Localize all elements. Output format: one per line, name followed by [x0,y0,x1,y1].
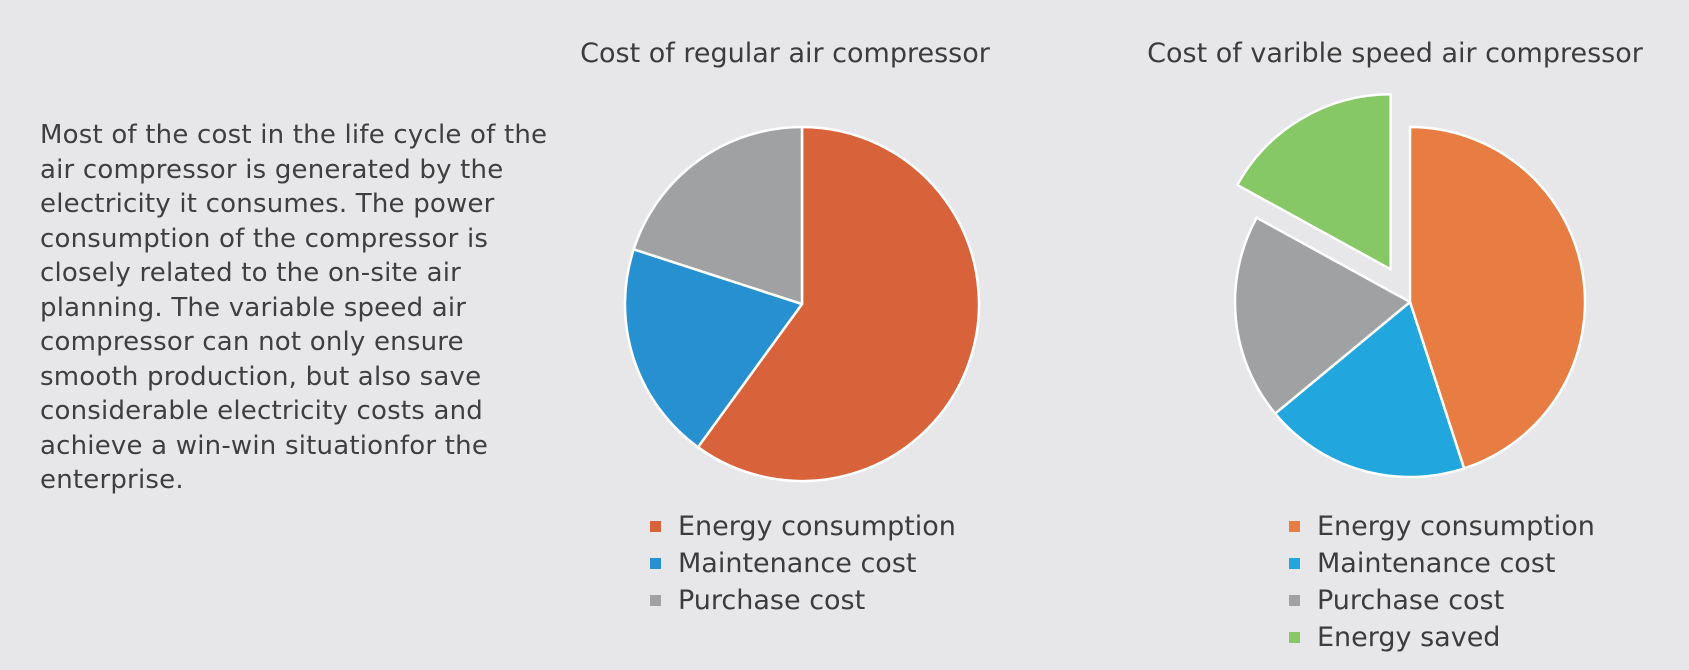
pie-slice-maintenance-cost [1273,300,1466,479]
legend-variable: Energy consumption Maintenance cost Purc… [1289,508,1595,656]
pie-slice-purchase-cost [1233,216,1412,415]
chart-title-regular: Cost of regular air compressor [580,38,990,69]
legend-item-purchase-cost: Purchase cost [1289,582,1595,619]
pie-slice-purchase-cost [632,125,804,306]
legend-swatch [1289,632,1300,643]
description-text: Most of the cost in the life cycle of th… [40,120,548,495]
legend-item-maintenance-cost: Maintenance cost [650,545,956,582]
legend-swatch [650,595,661,606]
legend-label: Energy consumption [1317,511,1595,542]
legend-item-energy-saved: Energy saved [1289,619,1595,656]
chart-title-variable: Cost of varible speed air compressor [1147,38,1643,69]
legend-item-energy-consumption: Energy consumption [650,508,956,545]
legend-swatch [1289,595,1300,606]
legend-label: Maintenance cost [678,548,917,579]
pie-slice-energy-consumption [1408,125,1587,470]
legend-label: Energy saved [1317,622,1501,653]
legend-item-energy-consumption: Energy consumption [1289,508,1595,545]
legend-swatch [1289,521,1300,532]
legend-swatch [1289,558,1300,569]
legend-item-maintenance-cost: Maintenance cost [1289,545,1595,582]
legend-label: Purchase cost [678,585,866,616]
legend-label: Energy consumption [678,511,956,542]
legend-label: Maintenance cost [1317,548,1556,579]
legend-item-purchase-cost: Purchase cost [650,582,956,619]
legend-swatch [650,521,661,532]
pie-slice-energy-consumption [696,125,981,483]
legend-regular: Energy consumption Maintenance cost Purc… [650,508,956,619]
legend-label: Purchase cost [1317,585,1505,616]
legend-swatch [650,558,661,569]
pie-slice-maintenance-cost [623,248,804,449]
pie-slice-energy-saved [1236,93,1392,271]
